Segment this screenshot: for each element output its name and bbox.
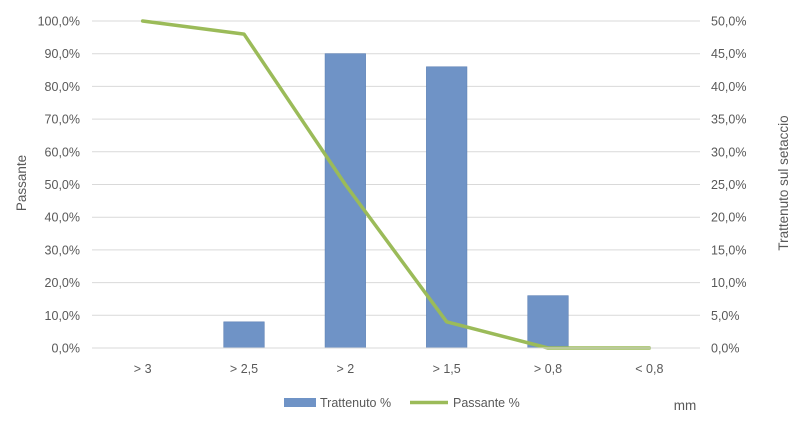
left-tick-label: 70,0% [45, 113, 80, 127]
right-tick-label: 10,0% [711, 276, 746, 290]
right-tick-label: 5,0% [711, 309, 740, 323]
x-tick-label: > 2 [336, 362, 354, 376]
left-tick-label: 30,0% [45, 243, 80, 257]
right-tick-label: 25,0% [711, 178, 746, 192]
x-tick-label: > 3 [134, 362, 152, 376]
right-tick-label: 20,0% [711, 211, 746, 225]
legend-label-trattenuto: Trattenuto % [320, 396, 391, 410]
left-tick-label: 90,0% [45, 47, 80, 61]
right-tick-label: 35,0% [711, 113, 746, 127]
left-tick-label: 80,0% [45, 80, 80, 94]
legend-swatch-bar [284, 398, 316, 407]
bar[interactable] [223, 321, 265, 349]
legend-item-passante[interactable]: Passante % [410, 396, 520, 410]
legend-label-passante: Passante % [453, 396, 520, 410]
left-tick-label: 100,0% [38, 15, 80, 29]
x-tick-label: > 1,5 [433, 362, 461, 376]
left-tick-label: 0,0% [52, 342, 81, 356]
bar[interactable] [527, 295, 569, 349]
x-tick-label: > 0,8 [534, 362, 562, 376]
left-tick-label: 10,0% [45, 309, 80, 323]
left-tick-label: 50,0% [45, 178, 80, 192]
left-tick-label: 60,0% [45, 145, 80, 159]
legend: Trattenuto % Passante % [284, 396, 520, 410]
right-axis-title: Trattenuto sul setaccio [776, 115, 791, 250]
x-axis-ticks: > 3 > 2,5 > 2 > 1,5 > 0,8 < 0,8 [134, 362, 664, 376]
x-tick-label: > 2,5 [230, 362, 258, 376]
right-tick-label: 15,0% [711, 243, 746, 257]
legend-item-trattenuto[interactable]: Trattenuto % [284, 396, 391, 410]
bar-series-trattenuto [223, 53, 569, 349]
right-tick-label: 30,0% [711, 145, 746, 159]
right-tick-label: 40,0% [711, 80, 746, 94]
right-tick-label: 0,0% [711, 342, 740, 356]
left-tick-label: 20,0% [45, 276, 80, 290]
gridlines [92, 20, 700, 316]
bar[interactable] [426, 66, 468, 349]
right-tick-label: 50,0% [711, 15, 746, 29]
right-tick-label: 45,0% [711, 47, 746, 61]
right-axis-ticks: 0,0% 5,0% 10,0% 15,0% 20,0% 25,0% 30,0% 35,0% 40… [711, 15, 746, 356]
left-axis-title: Passante [14, 155, 29, 211]
x-axis-title: mm [674, 398, 697, 413]
left-tick-label: 40,0% [45, 211, 80, 225]
left-axis-ticks: 0,0% 10,0% 20,0% 30,0% 40,0% 50,0% 60,0% 70,0% 8… [38, 15, 80, 356]
x-tick-label: < 0,8 [635, 362, 663, 376]
